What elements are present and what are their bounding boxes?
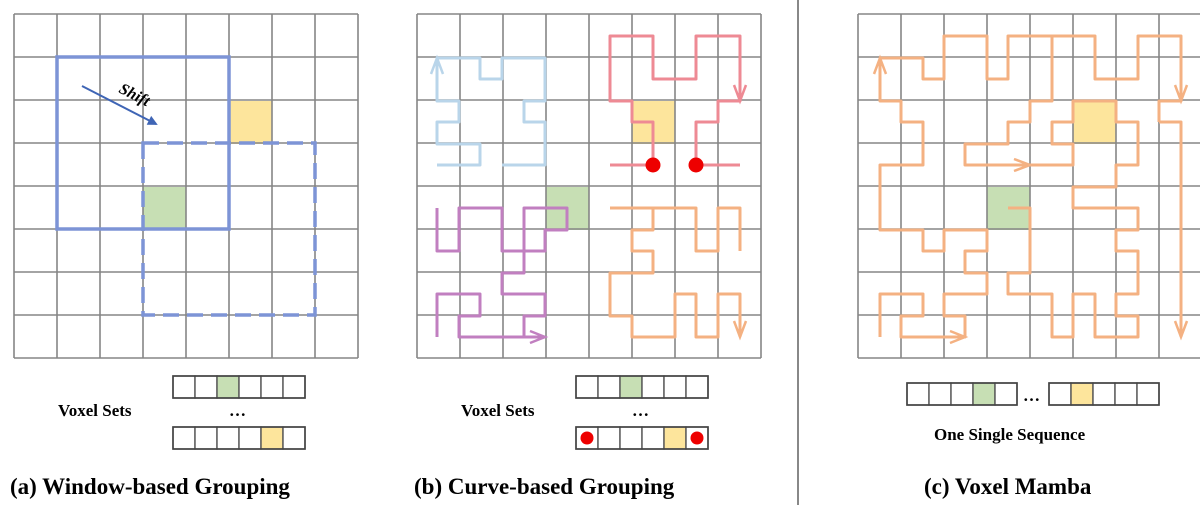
voxel-sets-label: Voxel Sets xyxy=(58,401,132,420)
voxel-sets-label: Voxel Sets xyxy=(461,401,535,420)
voxel-cell-empty xyxy=(172,375,196,399)
voxel-cell-empty xyxy=(575,375,599,399)
cell-yellow xyxy=(1073,101,1116,144)
curve-orange-top xyxy=(653,206,742,253)
voxel-row-border xyxy=(172,375,306,399)
voxel-grid xyxy=(416,13,762,359)
sequence-right xyxy=(1048,382,1160,406)
voxel-grid xyxy=(13,13,359,359)
voxel-cell-empty xyxy=(194,426,218,450)
cell-yellow xyxy=(229,101,272,144)
voxel-cell-empty xyxy=(260,375,284,399)
caption-a: (a) Window-based Grouping xyxy=(10,474,290,499)
voxel-cell-empty xyxy=(663,375,687,399)
ellipsis: … xyxy=(1023,386,1040,405)
panel-window-grouping: Shift Voxel Sets … (a) Window-based Grou… xyxy=(10,13,359,499)
voxel-cell-empty xyxy=(950,382,974,406)
ellipsis: … xyxy=(632,401,649,420)
voxel-cell-empty xyxy=(1136,382,1160,406)
voxel-cell-empty xyxy=(194,375,218,399)
voxel-cell-empty xyxy=(641,375,665,399)
voxel-cell-empty xyxy=(641,426,665,450)
space-filling-curve-right xyxy=(1006,99,1140,339)
voxel-cell-yellow xyxy=(260,426,284,450)
caption-c: (c) Voxel Mamba xyxy=(924,474,1092,499)
red-dot xyxy=(690,431,704,445)
voxel-cell-empty xyxy=(216,426,240,450)
red-dot xyxy=(580,431,594,445)
voxel-row-border xyxy=(575,375,709,399)
voxel-cell-yellow xyxy=(663,426,687,450)
voxel-row-border xyxy=(906,382,1018,406)
red-dot xyxy=(645,157,661,173)
voxel-cell-empty xyxy=(597,426,621,450)
curve-orange-arrow xyxy=(732,320,748,341)
panel-voxel-mamba: … One Single Sequence (c) Voxel Mamba xyxy=(857,13,1200,499)
shift-arrow xyxy=(81,85,158,125)
curve-purple-arrow xyxy=(529,329,549,345)
voxel-grid xyxy=(857,13,1200,359)
caption-b: (b) Curve-based Grouping xyxy=(414,474,675,499)
voxel-cell-green xyxy=(972,382,996,406)
space-filling-curve-top xyxy=(1052,34,1183,122)
voxel-cell-empty xyxy=(282,426,306,450)
curve-arrow xyxy=(949,329,969,345)
cell-green xyxy=(143,187,186,230)
ellipsis: … xyxy=(229,401,246,420)
voxel-cell-yellow xyxy=(1070,382,1094,406)
voxel-cell-empty xyxy=(1048,382,1072,406)
voxel-row-border xyxy=(1048,382,1160,406)
voxel-cell-green xyxy=(216,375,240,399)
voxel-cell-green xyxy=(619,375,643,399)
voxel-cell-empty xyxy=(994,382,1018,406)
voxel-cell-empty xyxy=(685,375,709,399)
curve-arrow xyxy=(872,54,888,75)
voxel-cell-empty xyxy=(619,426,643,450)
voxel-cell-empty xyxy=(238,426,262,450)
space-filling-curve xyxy=(878,34,1054,339)
space-filling-curve-end xyxy=(1159,120,1183,337)
curve-arrow xyxy=(1013,157,1034,173)
voxel-cell-empty xyxy=(172,426,196,450)
red-dot xyxy=(688,157,704,173)
voxel-cell-empty xyxy=(906,382,930,406)
sequence-left xyxy=(906,382,1018,406)
voxel-cell-empty xyxy=(1092,382,1116,406)
panel-curve-grouping: Voxel Sets … (b) Curve-based Grouping xyxy=(414,13,762,499)
window-shifted-dashed xyxy=(141,141,317,317)
curve-blue xyxy=(435,56,547,167)
curve-red xyxy=(608,34,742,167)
curve-orange xyxy=(608,206,742,339)
voxel-row-border xyxy=(575,426,709,450)
voxel-cell-empty xyxy=(238,375,262,399)
voxel-set-row xyxy=(172,426,306,450)
curve-purple xyxy=(435,206,569,339)
voxel-set-row xyxy=(575,426,709,450)
voxel-cell-empty xyxy=(1114,382,1138,406)
curve-blue-arrow xyxy=(429,54,445,75)
voxel-row-border xyxy=(172,426,306,450)
voxel-set-row xyxy=(575,375,709,399)
voxel-set-row xyxy=(172,375,306,399)
voxel-cell-empty xyxy=(597,375,621,399)
voxel-cell-empty xyxy=(928,382,952,406)
sequence-label: One Single Sequence xyxy=(934,425,1086,444)
curve-arrow xyxy=(1173,84,1189,105)
curve-purple-start xyxy=(435,292,524,339)
curve-red-arrow xyxy=(732,84,748,105)
voxel-cell-empty xyxy=(282,375,306,399)
